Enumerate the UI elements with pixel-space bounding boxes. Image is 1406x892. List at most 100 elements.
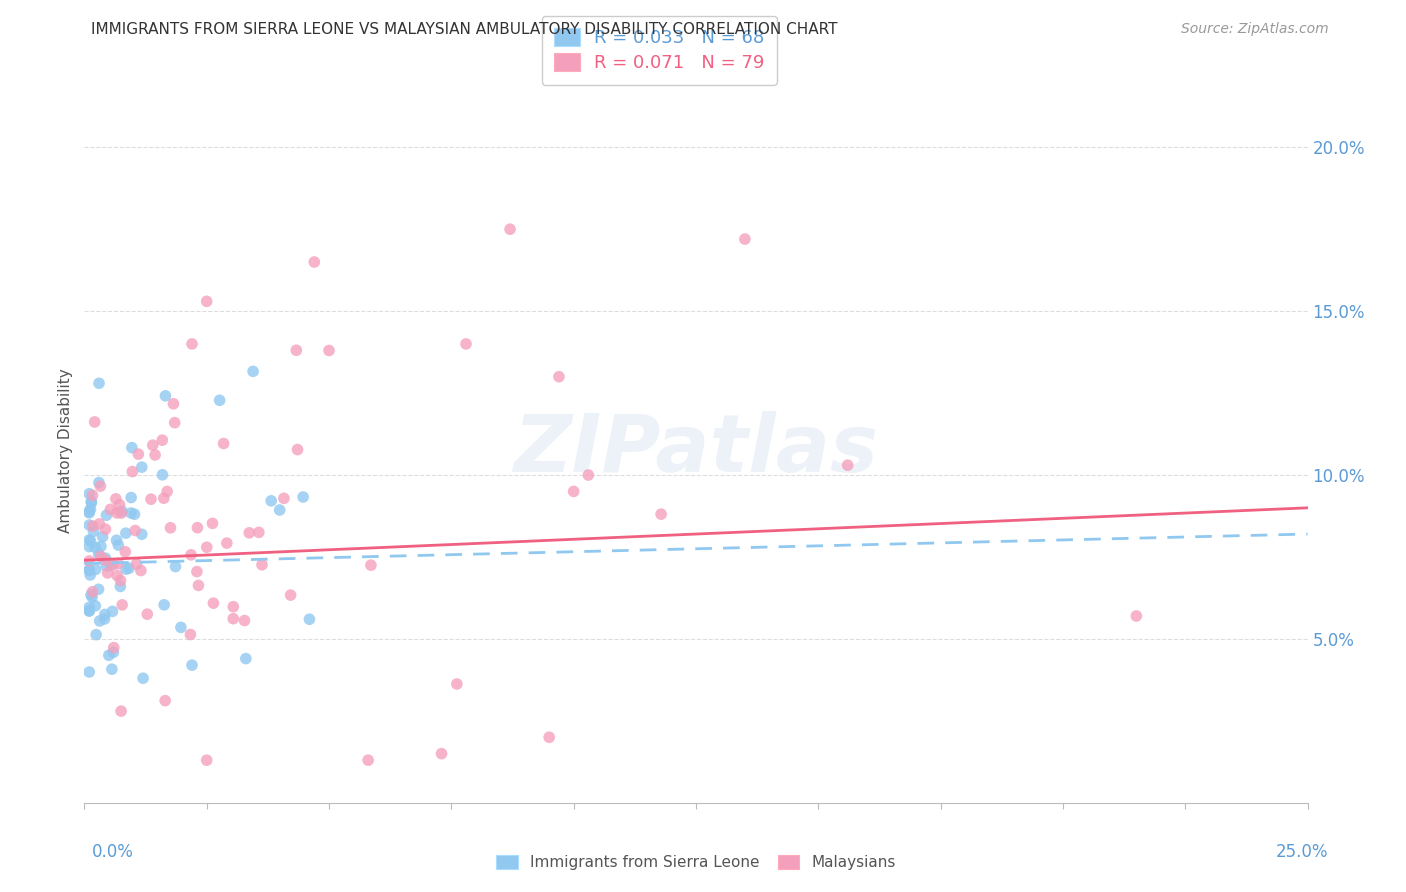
Point: [77, 533, 100, 547]
Point: [96, 508, 118, 523]
Point: [107, 538, 129, 552]
Point: [215, 536, 238, 550]
Point: [180, 548, 202, 562]
Point: [89, 614, 111, 628]
Point: [84, 628, 107, 642]
Point: [77, 604, 100, 618]
Point: [111, 504, 134, 518]
Point: [156, 484, 179, 499]
Point: [127, 447, 149, 461]
Point: [115, 526, 138, 541]
Text: IMMIGRANTS FROM SIERRA LEONE VS MALAYSIAN AMBULATORY DISABILITY CORRELATION CHAR: IMMIGRANTS FROM SIERRA LEONE VS MALAYSIA…: [91, 22, 838, 37]
Point: [298, 612, 321, 626]
Point: [238, 525, 260, 540]
Point: [77, 600, 100, 615]
Point: [77, 506, 100, 520]
Point: [77, 604, 100, 618]
Point: [165, 559, 187, 574]
Legend: Immigrants from Sierra Leone, Malaysians: Immigrants from Sierra Leone, Malaysians: [491, 848, 901, 876]
Point: [187, 578, 209, 592]
Point: [131, 460, 153, 475]
Point: [83, 415, 105, 429]
Point: [77, 563, 100, 577]
Point: [195, 541, 218, 555]
Point: [142, 438, 165, 452]
Point: [181, 337, 204, 351]
Point: [250, 558, 273, 572]
Y-axis label: Ambulatory Disability: Ambulatory Disability: [58, 368, 73, 533]
Point: [104, 491, 127, 506]
Point: [186, 521, 208, 535]
Point: [96, 559, 118, 574]
Point: [82, 524, 104, 539]
Point: [77, 487, 100, 501]
Point: [233, 614, 256, 628]
Point: [195, 753, 218, 767]
Point: [82, 488, 104, 502]
Point: [357, 753, 380, 767]
Point: [124, 524, 146, 538]
Point: [111, 598, 134, 612]
Point: [162, 397, 184, 411]
Point: [222, 599, 245, 614]
Point: [87, 475, 110, 490]
Point: [538, 731, 561, 745]
Point: [105, 568, 128, 582]
Point: [260, 493, 283, 508]
Point: [90, 540, 112, 554]
Point: [80, 588, 103, 602]
Point: [103, 640, 125, 655]
Point: [186, 565, 208, 579]
Point: [202, 596, 225, 610]
Point: [100, 558, 122, 573]
Point: [247, 525, 270, 540]
Point: [285, 343, 308, 358]
Point: [121, 465, 143, 479]
Point: [121, 441, 143, 455]
Point: [114, 545, 136, 559]
Point: [136, 607, 159, 622]
Point: [734, 232, 756, 246]
Point: [87, 582, 110, 597]
Point: [89, 479, 111, 493]
Point: [93, 612, 115, 626]
Point: [837, 458, 859, 473]
Point: [107, 557, 129, 571]
Point: [110, 704, 132, 718]
Text: ZIPatlas: ZIPatlas: [513, 411, 879, 490]
Point: [77, 563, 100, 577]
Point: [269, 503, 291, 517]
Point: [159, 521, 181, 535]
Point: [90, 549, 112, 564]
Point: [77, 665, 100, 679]
Point: [318, 343, 340, 358]
Point: [152, 467, 174, 482]
Point: [201, 516, 224, 531]
Point: [84, 562, 107, 576]
Point: [91, 530, 114, 544]
Point: [576, 468, 599, 483]
Point: [287, 442, 309, 457]
Point: [292, 490, 315, 504]
Point: [87, 376, 110, 391]
Point: [97, 566, 120, 580]
Point: [163, 416, 186, 430]
Point: [82, 584, 104, 599]
Point: [105, 506, 128, 520]
Point: [101, 604, 124, 618]
Point: [153, 491, 176, 506]
Point: [562, 484, 585, 499]
Point: [153, 598, 176, 612]
Point: [97, 648, 120, 663]
Point: [77, 540, 100, 554]
Point: [79, 502, 101, 516]
Point: [87, 547, 110, 561]
Point: [110, 579, 132, 593]
Point: [120, 491, 142, 505]
Point: [108, 498, 131, 512]
Point: [100, 502, 122, 516]
Text: 25.0%: 25.0%: [1277, 843, 1329, 861]
Point: [548, 369, 571, 384]
Point: [242, 364, 264, 378]
Point: [499, 222, 522, 236]
